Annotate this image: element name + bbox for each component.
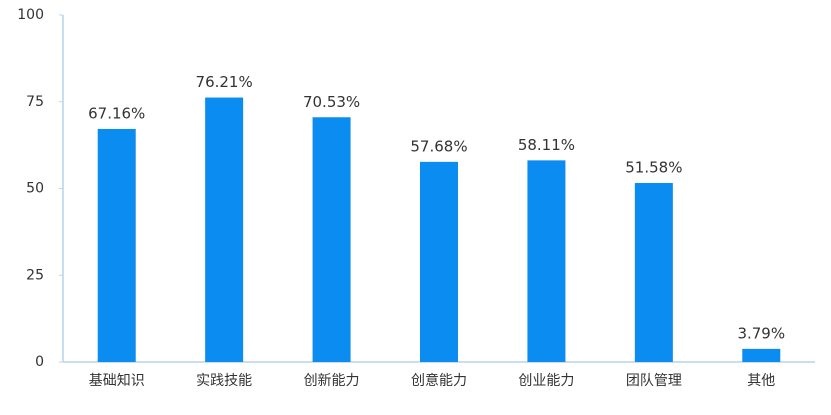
x-tick-label: 创意能力 [411,372,467,389]
bar [205,97,244,362]
bar [742,348,781,362]
data-label: 57.68% [410,137,467,155]
x-tick-label: 其他 [747,373,775,389]
y-tick-label: 0 [35,354,44,370]
bar [312,117,351,363]
data-label: 67.16% [88,104,145,122]
x-tick-label: 实践技能 [196,373,252,389]
data-label: 3.79% [737,324,785,342]
bar [527,160,566,362]
y-tick-label: 50 [26,181,44,197]
y-tick-label: 100 [17,7,44,23]
x-tick-label: 团队管理 [626,373,682,389]
bar [420,161,458,362]
x-tick-label: 创新能力 [304,373,360,389]
y-tick-label: 75 [26,94,44,110]
bar [634,183,673,362]
x-tick-label: 基础知识 [89,372,145,389]
data-label: 58.11% [518,136,575,154]
data-label: 70.53% [303,93,360,111]
y-tick-label: 25 [26,267,44,283]
data-label: 51.58% [625,159,682,177]
bar [97,128,136,362]
data-label: 76.21% [196,73,253,91]
x-tick-label: 创业能力 [518,373,574,389]
